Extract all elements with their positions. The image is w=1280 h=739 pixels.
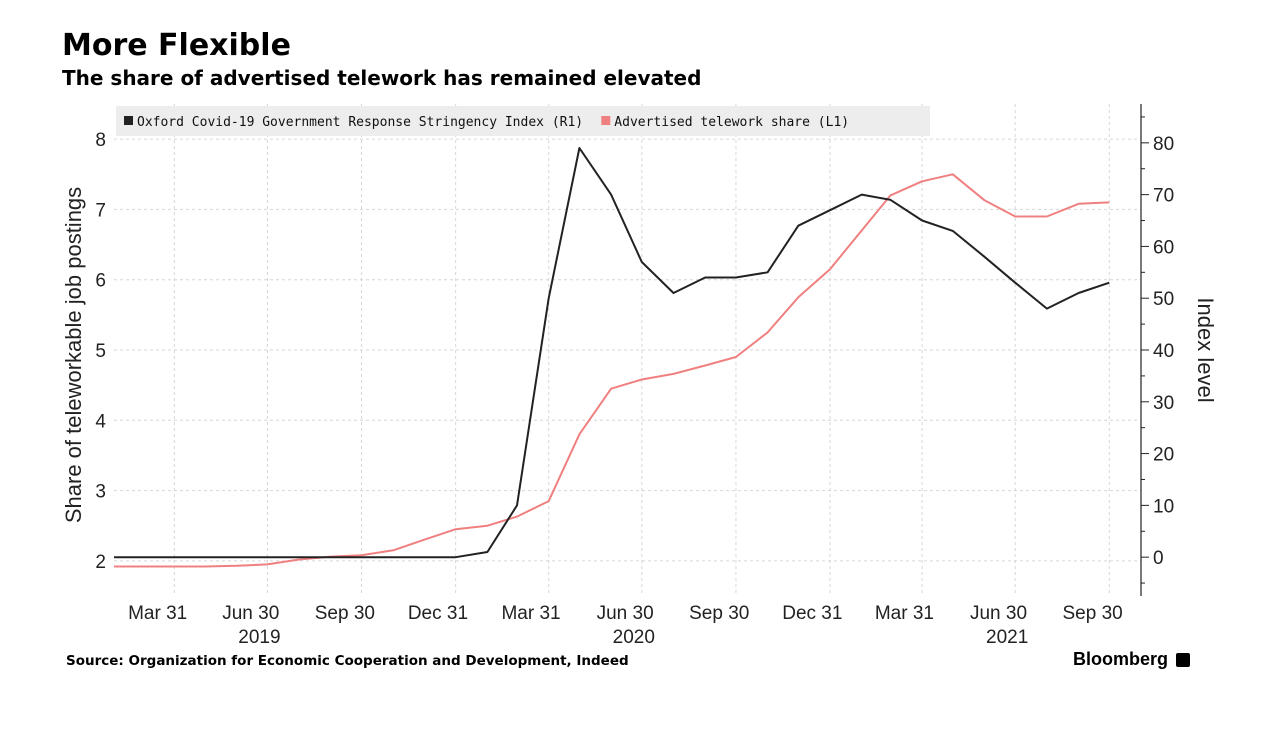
- plot-area: [114, 104, 1141, 596]
- stringency-index-line: [114, 147, 1110, 559]
- y-right-tick-label: 30: [1153, 393, 1174, 414]
- y-right-tick-label: 0: [1153, 548, 1164, 569]
- telework-share-line: [114, 173, 1110, 568]
- chart-subtitle: The share of advertised telework has rem…: [62, 66, 702, 90]
- x-year-label: 2019: [238, 627, 280, 648]
- brand-logo: Bloomberg: [1073, 649, 1191, 670]
- source-note: Source: Organization for Economic Cooper…: [66, 653, 629, 669]
- y-left-tick-label: 4: [95, 411, 106, 432]
- x-tick-label: Mar 31: [128, 603, 187, 624]
- x-year-label: 2020: [613, 627, 655, 648]
- x-year-label: 2021: [986, 627, 1028, 648]
- legend: Oxford Covid-19 Government Response Stri…: [116, 106, 930, 136]
- x-tick-label: Sep 30: [689, 603, 749, 624]
- y-right-tick-label: 70: [1153, 186, 1174, 207]
- x-tick-label: Jun 30: [970, 603, 1027, 624]
- y-left-tick-label: 2: [95, 552, 106, 573]
- y-right-tick-label: 60: [1153, 237, 1174, 258]
- series-lines: [114, 147, 1110, 568]
- y-left-tick-label: 8: [95, 130, 106, 151]
- terminal-icon: [1176, 652, 1191, 667]
- y-right-axis-title: Index level: [1193, 297, 1218, 402]
- x-tick-label: Sep 30: [315, 603, 375, 624]
- y-left-tick-label: 7: [95, 200, 106, 221]
- legend-background: [116, 106, 930, 136]
- y-right-tick-label: 40: [1153, 341, 1174, 362]
- legend-swatch-stringency: [124, 116, 133, 125]
- x-tick-label: Sep 30: [1062, 603, 1122, 624]
- gridlines: [114, 104, 1141, 596]
- x-tick-label: Dec 31: [782, 603, 842, 624]
- legend-label-stringency: Oxford Covid-19 Government Response Stri…: [137, 115, 583, 130]
- y-left-tick-label: 3: [95, 482, 106, 503]
- brand-name: Bloomberg: [1073, 649, 1169, 669]
- y-right-tick-label: 20: [1153, 445, 1174, 466]
- x-tick-label: Mar 31: [501, 603, 560, 624]
- chart-title: More Flexible: [62, 28, 291, 63]
- legend-label-telework: Advertised telework share (L1): [614, 115, 849, 130]
- x-tick-label: Mar 31: [875, 603, 934, 624]
- y-right-tick-label: 50: [1153, 289, 1174, 310]
- y-right-tick-label: 10: [1153, 496, 1174, 517]
- x-tick-label: Jun 30: [222, 603, 279, 624]
- axes: [1140, 104, 1149, 596]
- y-left-tick-label: 5: [95, 341, 106, 362]
- y-left-tick-label: 6: [95, 271, 106, 292]
- legend-swatch-telework: [601, 116, 611, 125]
- x-tick-label: Jun 30: [597, 603, 654, 624]
- x-tick-label: Dec 31: [408, 603, 468, 624]
- y-right-tick-label: 80: [1153, 134, 1174, 155]
- y-left-axis-title: Share of teleworkable job postings: [61, 187, 86, 523]
